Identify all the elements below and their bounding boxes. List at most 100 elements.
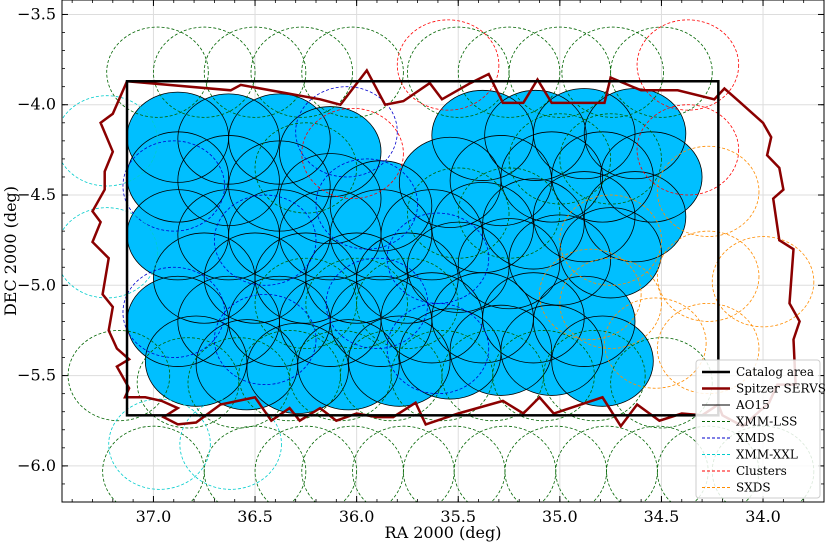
ao15-pointing	[533, 88, 636, 180]
xmm-lss-pointing	[203, 425, 307, 502]
xmm-lss-pointing	[250, 26, 353, 118]
xmm-lss-pointing	[67, 330, 171, 422]
ao15-pointing	[348, 315, 451, 407]
ao15-pointing	[407, 221, 510, 313]
ao15-pointing	[583, 171, 687, 263]
plot-area	[62, 19, 815, 502]
xmm-lss-pointing	[136, 337, 240, 429]
xmm-lss-pointing	[457, 167, 561, 259]
ao15-pointing	[246, 322, 349, 414]
xmm-lss-pointing	[153, 26, 256, 118]
legend-label: XMDS	[736, 431, 775, 445]
y-tick-label: −5.0	[17, 275, 56, 294]
clusters-series	[301, 19, 740, 200]
xmm-lss-pointing	[492, 330, 595, 422]
ao15-pointing	[482, 272, 585, 364]
legend-label: Catalog area	[736, 365, 814, 379]
y-tick-label: −4.0	[17, 95, 56, 114]
xmm-lss-pointing	[301, 26, 404, 118]
xmm-xxl-pointing	[62, 95, 158, 187]
ao15-pointing	[380, 189, 484, 281]
xmm-xxl-series	[62, 95, 282, 490]
xmm-lss-pointing	[561, 26, 664, 118]
clusters-pointing	[636, 19, 740, 111]
sxds-pointing	[656, 230, 760, 322]
ao15-series	[126, 88, 703, 414]
xmm-lss-pointing	[457, 26, 561, 118]
ao15-pointing	[559, 207, 662, 299]
xmm-lss-pointing	[559, 113, 662, 205]
x-tick-label: 37.0	[136, 507, 172, 526]
ao15-pointing	[533, 275, 636, 367]
x-tick-label: 36.0	[339, 507, 375, 526]
servs-outline	[91, 68, 801, 429]
y-tick-label: −5.5	[17, 366, 56, 385]
xmds-pointing	[315, 158, 418, 250]
xmds-pointing	[295, 86, 398, 178]
xmm-lss-pointing	[543, 330, 646, 422]
xmds-pointing	[214, 194, 317, 286]
ao15-pointing	[329, 189, 433, 281]
sxds-series	[539, 145, 815, 395]
legend-label: XMM-LSS	[736, 415, 797, 429]
ao15-pointing	[177, 135, 280, 227]
ao15-pointing	[551, 131, 654, 223]
sxds-pointing	[559, 194, 662, 286]
ao15-pointing	[484, 89, 587, 181]
xmm-lss-pointing	[610, 26, 713, 118]
xmds-pointing	[214, 293, 317, 386]
x-axis-label: RA 2000 (deg)	[385, 523, 502, 542]
y-tick-label: −6.0	[17, 456, 56, 475]
sxds-pointing	[539, 248, 642, 340]
x-tick-label: 35.0	[542, 507, 578, 526]
xmm-lss-pointing	[305, 257, 408, 349]
sxds-pointing	[656, 145, 760, 237]
y-tick-label: −3.5	[17, 4, 56, 23]
x-tick-label: 34.5	[644, 507, 680, 526]
legend-label: AO15	[735, 398, 770, 412]
xmm-lss-pointing	[508, 113, 612, 205]
clusters-pointing	[396, 19, 500, 111]
sxds-pointing	[604, 297, 707, 389]
sxds-pointing	[711, 236, 815, 328]
xmm-lss-pointing	[356, 257, 459, 349]
clusters-pointing	[301, 107, 404, 200]
y-axis-label: DEC 2000 (deg)	[1, 186, 20, 316]
ao15-pointing	[533, 171, 636, 263]
ao15-pointing	[500, 131, 603, 223]
ao15-pointing	[279, 153, 382, 245]
xmm-lss-pointing	[407, 167, 510, 259]
xmds-series	[122, 86, 490, 395]
ao15-pointing	[144, 315, 248, 407]
ao15-pointing-fill	[551, 316, 654, 407]
ao15-pointing	[297, 319, 400, 411]
legend-label: SXDS	[736, 481, 771, 495]
sxds-pointing	[559, 257, 662, 349]
axis-ticks: 37.0 36.5 36.0 35.5 35.0 34.5 34.0 −3.5 −4.0 −4.5…	[17, 0, 824, 526]
x-tick-label: 35.5	[440, 507, 476, 526]
xmm-xxl-pointing	[108, 398, 211, 490]
catalog-area-rect	[125, 80, 720, 417]
x-tick-label: 36.5	[237, 507, 273, 526]
xmm-lss-pointing	[254, 425, 358, 502]
legend-box	[695, 359, 821, 499]
legend-label: Clusters	[736, 464, 787, 478]
ao15-pointing	[482, 178, 585, 270]
xmm-lss-pointing	[106, 26, 209, 118]
xmm-lss-pointing	[187, 337, 290, 429]
legend: Catalog area Spitzer SERVS AO15 XMM-LSS XMDS…	[695, 359, 826, 499]
ao15-pointing	[500, 304, 603, 396]
xmm-xxl-pointing	[179, 398, 282, 490]
clusters-pointing	[636, 104, 740, 196]
ao15-pointing	[449, 304, 553, 396]
x-tick-label: 34.0	[745, 507, 781, 526]
ao15-pointing	[279, 106, 382, 198]
xmds-pointing	[122, 140, 225, 232]
legend-label: XMM-XXL	[736, 448, 798, 462]
ao15-pointing	[551, 315, 654, 407]
xmds-pointing	[325, 257, 429, 349]
y-tick-label: −4.5	[17, 185, 56, 204]
xmds-pointing	[386, 302, 490, 395]
plot-frame	[61, 0, 825, 503]
